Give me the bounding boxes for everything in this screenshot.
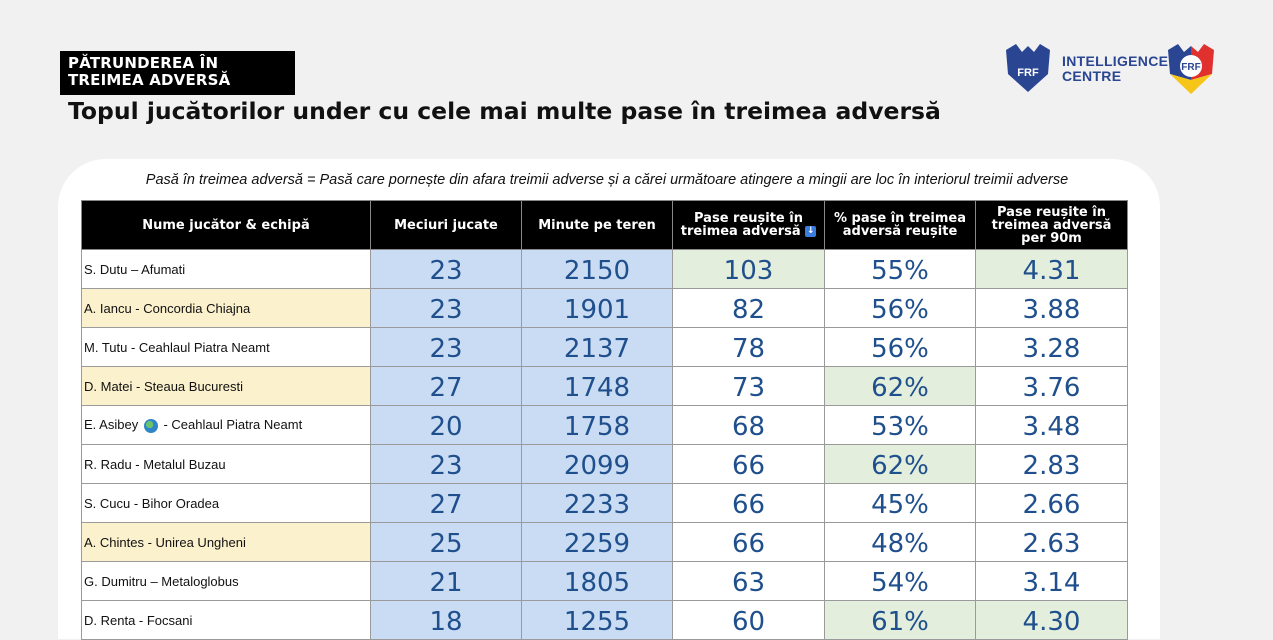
- table-row: S. Cucu - Bihor Oradea 27 2233 66 45% 2.66: [81, 483, 1128, 523]
- player-team-cell: D. Renta - Focsani: [81, 600, 371, 640]
- player-team-cell: E. Asibey - Ceahlaul Piatra Neamt: [81, 405, 371, 445]
- frf-logo-icon: FRF: [1168, 44, 1214, 94]
- pct-cell: 48%: [824, 522, 976, 562]
- pct-cell: 55%: [824, 249, 976, 289]
- per90-cell: 2.63: [975, 522, 1128, 562]
- table-row: A. Iancu - Concordia Chiajna 23 1901 82 56% 3…: [81, 288, 1128, 328]
- logo-area: FRF INTELLIGENCE CENTRE FRF: [1002, 44, 1222, 98]
- minutes-cell: 1255: [521, 600, 673, 640]
- section-tag-line1: PĂTRUNDEREA ÎN: [68, 54, 219, 72]
- passes-cell: 103: [672, 249, 825, 289]
- minutes-cell: 2233: [521, 483, 673, 523]
- player-team-cell: G. Dumitru – Metaloglobus: [81, 561, 371, 601]
- per90-cell: 3.48: [975, 405, 1128, 445]
- per90-cell: 3.14: [975, 561, 1128, 601]
- header-matches[interactable]: Meciuri jucate: [370, 200, 522, 250]
- header-passes-label: Pase reușite în treimea adversă: [680, 211, 803, 239]
- player-team-cell: R. Radu - Metalul Buzau: [81, 444, 371, 484]
- table-row: M. Tutu - Ceahlaul Piatra Neamt 23 2137 78 5…: [81, 327, 1128, 367]
- table-row: A. Chintes - Unirea Ungheni 25 2259 66 48% 2.…: [81, 522, 1128, 562]
- passes-cell: 78: [672, 327, 825, 367]
- matches-cell: 18: [370, 600, 522, 640]
- passes-cell: 68: [672, 405, 825, 445]
- player-team-cell: A. Chintes - Unirea Ungheni: [81, 522, 371, 562]
- matches-cell: 27: [370, 366, 522, 406]
- matches-cell: 23: [370, 444, 522, 484]
- intelligence-centre-line2: CENTRE: [1062, 68, 1122, 84]
- minutes-cell: 1805: [521, 561, 673, 601]
- player-team-cell: A. Iancu - Concordia Chiajna: [81, 288, 371, 328]
- minutes-cell: 2150: [521, 249, 673, 289]
- player-team-part: - Ceahlaul Piatra Neamt: [163, 417, 303, 433]
- per90-cell: 3.88: [975, 288, 1128, 328]
- minutes-cell: 2099: [521, 444, 673, 484]
- matches-cell: 25: [370, 522, 522, 562]
- table-body: S. Dutu – Afumati 23 2150 103 55% 4.31 A. Ianc…: [81, 249, 1128, 640]
- minutes-cell: 2259: [521, 522, 673, 562]
- table-row: E. Asibey - Ceahlaul Piatra Neamt 20 1758 6…: [81, 405, 1128, 445]
- per90-cell: 4.31: [975, 249, 1128, 289]
- definition-text: Pasă în treimea adversă = Pasă care porn…: [145, 172, 1069, 188]
- per90-cell: 3.28: [975, 327, 1128, 367]
- matches-cell: 27: [370, 483, 522, 523]
- table-row: D. Renta - Focsani 18 1255 60 61% 4.30: [81, 600, 1128, 640]
- intelligence-centre-line1: INTELLIGENCE: [1062, 53, 1169, 69]
- header-minutes[interactable]: Minute pe teren: [521, 200, 673, 250]
- frf-logo-text-1: FRF: [1017, 67, 1039, 79]
- player-team-cell: S. Dutu – Afumati: [81, 249, 371, 289]
- player-team-cell: S. Cucu - Bihor Oradea: [81, 483, 371, 523]
- header-passes[interactable]: Pase reușite în treimea adversă ↓: [672, 200, 825, 250]
- sort-down-arrow-icon[interactable]: ↓: [805, 226, 817, 237]
- pct-cell: 61%: [824, 600, 976, 640]
- table-row: S. Dutu – Afumati 23 2150 103 55% 4.31: [81, 249, 1128, 289]
- per90-cell: 4.30: [975, 600, 1128, 640]
- globe-icon: [143, 418, 158, 433]
- player-team-cell: D. Matei - Steaua Bucuresti: [81, 366, 371, 406]
- passes-cell: 66: [672, 483, 825, 523]
- pct-cell: 56%: [824, 327, 976, 367]
- section-tag: PĂTRUNDEREA ÎN TREIMEA ADVERSĂ: [60, 51, 295, 95]
- table-row: R. Radu - Metalul Buzau 23 2099 66 62% 2.83: [81, 444, 1128, 484]
- per90-cell: 3.76: [975, 366, 1128, 406]
- pct-cell: 62%: [824, 444, 976, 484]
- minutes-cell: 1901: [521, 288, 673, 328]
- player-name-part: E. Asibey: [84, 417, 139, 433]
- section-tag-line2: TREIMEA ADVERSĂ: [68, 71, 231, 89]
- pct-cell: 56%: [824, 288, 976, 328]
- matches-cell: 23: [370, 327, 522, 367]
- matches-cell: 23: [370, 288, 522, 328]
- passes-cell: 66: [672, 522, 825, 562]
- player-team-cell: M. Tutu - Ceahlaul Piatra Neamt: [81, 327, 371, 367]
- pct-cell: 53%: [824, 405, 976, 445]
- table-row: G. Dumitru – Metaloglobus 21 1805 63 54% 3.14: [81, 561, 1128, 601]
- header-per90[interactable]: Pase reușite în treimea adversă per 90m: [975, 200, 1128, 250]
- passes-cell: 73: [672, 366, 825, 406]
- per90-cell: 2.66: [975, 483, 1128, 523]
- pct-cell: 62%: [824, 366, 976, 406]
- intelligence-centre-label: INTELLIGENCE CENTRE: [1062, 54, 1168, 84]
- passes-cell: 66: [672, 444, 825, 484]
- frf-logo-text-2: FRF: [1181, 62, 1200, 73]
- matches-cell: 23: [370, 249, 522, 289]
- pct-cell: 45%: [824, 483, 976, 523]
- passes-cell: 60: [672, 600, 825, 640]
- minutes-cell: 1748: [521, 366, 673, 406]
- minutes-cell: 1758: [521, 405, 673, 445]
- page-title: Topul jucătorilor under cu cele mai mult…: [68, 97, 941, 125]
- stats-table: Nume jucător & echipă Meciuri jucate Min…: [81, 200, 1128, 640]
- pct-cell: 54%: [824, 561, 976, 601]
- per90-cell: 2.83: [975, 444, 1128, 484]
- minutes-cell: 2137: [521, 327, 673, 367]
- frf-intelligence-logo-icon: FRF: [1006, 44, 1050, 92]
- passes-cell: 63: [672, 561, 825, 601]
- passes-cell: 82: [672, 288, 825, 328]
- header-player-team[interactable]: Nume jucător & echipă: [81, 200, 371, 250]
- matches-cell: 21: [370, 561, 522, 601]
- table-header-row: Nume jucător & echipă Meciuri jucate Min…: [81, 200, 1128, 250]
- header-pct[interactable]: % pase în treimea adversă reușite: [824, 200, 976, 250]
- table-row: D. Matei - Steaua Bucuresti 27 1748 73 62% 3.…: [81, 366, 1128, 406]
- matches-cell: 20: [370, 405, 522, 445]
